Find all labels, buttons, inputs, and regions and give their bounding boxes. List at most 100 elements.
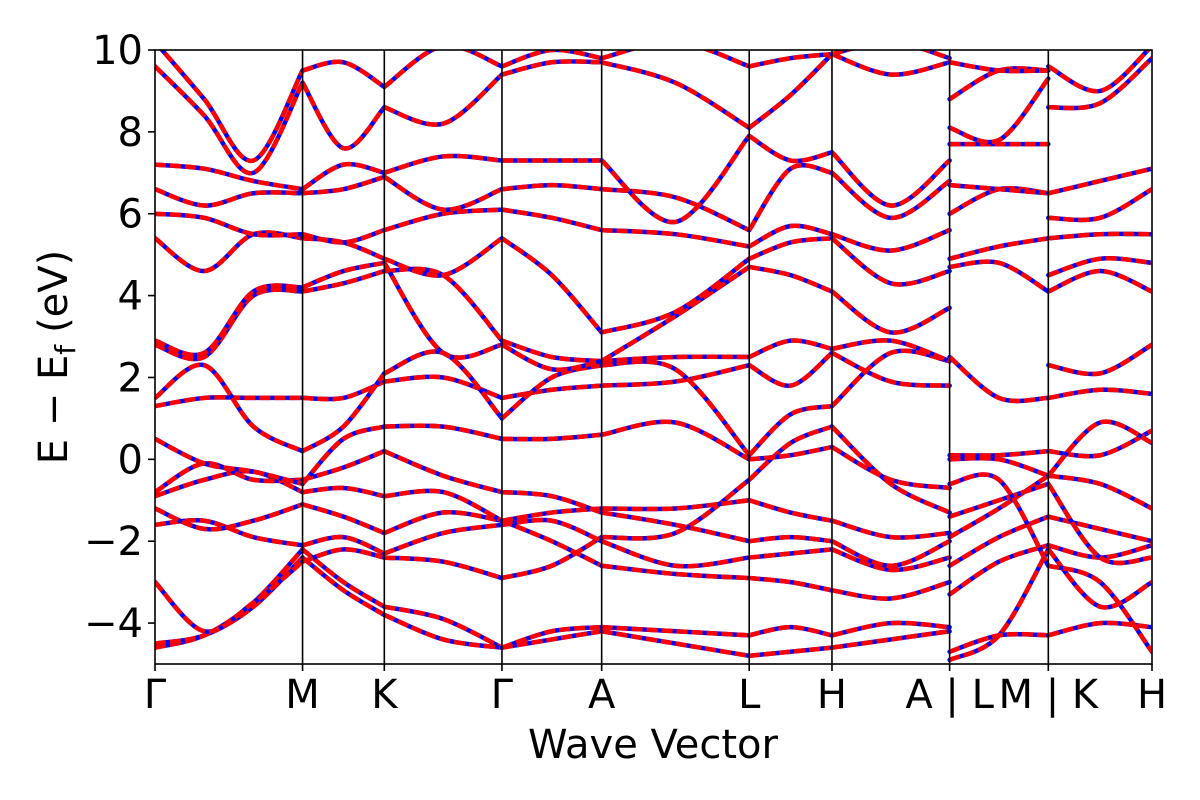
- band-line-solid: [501, 207, 603, 233]
- band-line-solid: [383, 153, 503, 175]
- band-line-solid: [601, 477, 751, 541]
- band-line-solid: [949, 259, 1050, 294]
- band-line-solid: [830, 150, 952, 208]
- x-tick-label: Γ: [144, 672, 167, 718]
- y-tick-label: 10: [92, 28, 143, 74]
- band-line-solid: [948, 514, 1050, 568]
- band-line-dashed: [155, 547, 305, 650]
- band-line-solid: [155, 559, 304, 634]
- x-tick-label: A: [588, 672, 616, 718]
- band-line-solid: [500, 236, 604, 334]
- band-line-solid: [831, 547, 951, 573]
- band-line-solid: [501, 383, 602, 401]
- band-line-dashed: [947, 259, 1051, 294]
- band-line-solid: [831, 539, 951, 569]
- y-tick-label: 0: [118, 437, 143, 483]
- band-line-solid: [155, 283, 303, 358]
- band-line-solid: [831, 227, 951, 253]
- band-line-dashed: [155, 555, 305, 646]
- band-line-solid: [1047, 166, 1152, 196]
- band-line-solid: [748, 498, 833, 523]
- band-line-solid: [301, 502, 386, 536]
- band-line-solid: [948, 548, 1051, 662]
- band-line-dashed: [829, 289, 952, 335]
- band-line-solid: [600, 134, 751, 225]
- band-line-solid: [501, 338, 602, 364]
- band-line-solid: [830, 424, 951, 515]
- band-line-dashed: [1046, 50, 1152, 94]
- band-line-dashed: [829, 424, 952, 515]
- band-line-solid: [1047, 387, 1152, 401]
- band-line-solid: [830, 350, 950, 388]
- band-line-dashed: [829, 51, 952, 77]
- band-line-dashed: [1046, 473, 1152, 511]
- band-line-solid: [601, 624, 750, 638]
- band-line-solid: [748, 624, 833, 638]
- band-line-solid: [501, 506, 602, 523]
- band-line-solid: [1046, 547, 1152, 610]
- band-line-solid: [501, 517, 603, 544]
- band-line-solid: [949, 60, 1049, 74]
- y-tick-label: 4: [118, 274, 143, 320]
- band-line-solid: [601, 510, 750, 544]
- band-line-solid: [948, 77, 1051, 145]
- band-line-dashed: [300, 59, 387, 90]
- band-line-solid: [301, 547, 385, 564]
- band-line-solid: [155, 187, 303, 208]
- x-tick-label: H: [817, 672, 847, 718]
- band-line-solid: [302, 268, 385, 294]
- x-tick-label: L: [738, 672, 761, 718]
- band-line-solid: [1048, 187, 1152, 223]
- band-line-solid: [748, 236, 833, 261]
- band-line-solid: [949, 448, 1049, 458]
- band-line-solid: [747, 424, 833, 482]
- band-line-solid: [748, 575, 833, 593]
- band-line-solid: [155, 547, 305, 650]
- band-line-solid: [501, 432, 602, 442]
- band-line-solid: [384, 266, 504, 343]
- band-line-dashed: [599, 359, 752, 458]
- band-line-solid: [747, 52, 834, 130]
- band-line-dashed: [746, 264, 835, 294]
- band-line-solid: [748, 51, 833, 69]
- band-line-solid: [301, 161, 385, 192]
- band-line-dashed: [746, 498, 835, 523]
- band-line-solid: [601, 498, 750, 512]
- band-line-solid: [601, 419, 751, 462]
- band-line-solid: [830, 171, 951, 221]
- x-tick-label: M | K: [998, 672, 1099, 718]
- band-line-solid: [601, 362, 750, 388]
- band-line-solid: [830, 445, 950, 491]
- y-tick-label: 8: [118, 110, 143, 156]
- band-line-dashed: [829, 579, 952, 601]
- band-line-solid: [748, 223, 833, 249]
- y-tick-label: 2: [118, 355, 143, 401]
- band-line-solid: [384, 374, 503, 401]
- band-line-solid: [501, 629, 603, 650]
- band-line-solid: [501, 535, 603, 581]
- band-line-solid: [1046, 419, 1152, 478]
- band-line-solid: [302, 174, 385, 196]
- y-tick-label: −4: [84, 601, 143, 647]
- band-line-solid: [949, 236, 1049, 261]
- band-line-solid: [301, 260, 385, 290]
- band-line-solid: [301, 547, 386, 609]
- band-line-solid: [948, 481, 1050, 519]
- band-line-dashed: [382, 510, 505, 536]
- plot-frame: [154, 49, 1153, 665]
- band-line-solid: [748, 264, 833, 294]
- band-line-solid: [747, 134, 833, 164]
- x-tick-label: M: [285, 672, 320, 718]
- band-line-solid: [383, 612, 503, 650]
- band-line-solid: [501, 50, 603, 69]
- band-line-solid: [383, 522, 503, 556]
- band-line-solid: [302, 227, 386, 245]
- band-line-solid: [1047, 563, 1152, 654]
- band-line-solid: [1047, 473, 1152, 511]
- band-line-solid: [831, 620, 950, 638]
- band-line-solid: [601, 227, 750, 249]
- band-line-solid: [501, 518, 603, 568]
- high-symmetry-lines: [301, 50, 1050, 664]
- band-line-solid: [1046, 482, 1152, 566]
